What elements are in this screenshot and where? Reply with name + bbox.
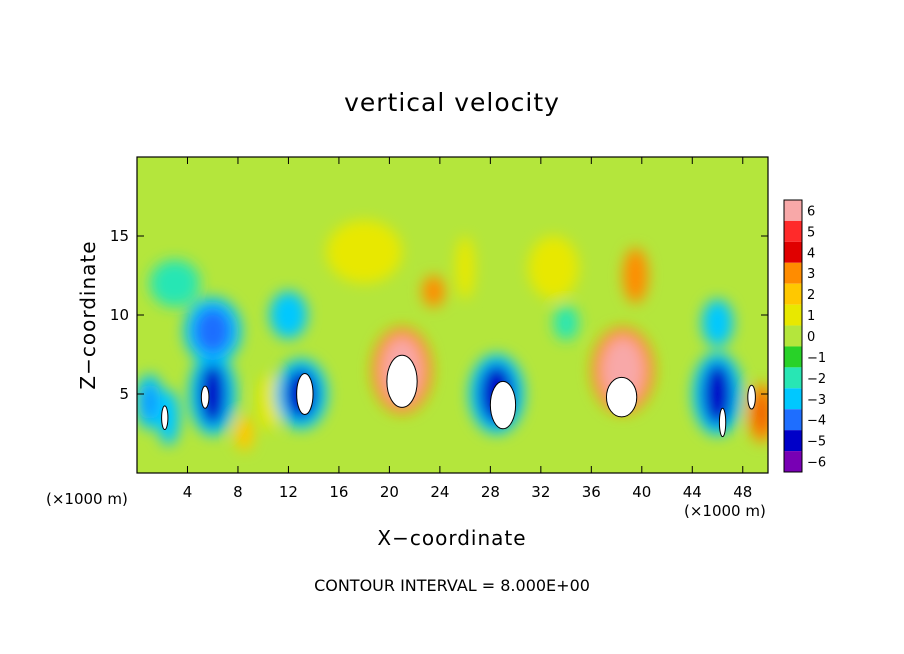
- heatmap-cell-15: [528, 236, 579, 300]
- x-tick-label-10: 44: [683, 483, 702, 501]
- x-tick-label-6: 28: [481, 483, 500, 501]
- heatmap-cell-20: [757, 393, 766, 433]
- heatmap-cell-19: [701, 299, 734, 347]
- colorbar-swatch-2: [784, 241, 802, 263]
- colorbar-label-2: 4: [807, 246, 815, 261]
- colorbar-swatch-7: [784, 346, 802, 368]
- x-unit-label-left: (×1000 m): [46, 490, 128, 508]
- contour-interval-note: CONTOUR INTERVAL = 8.000E+00: [314, 576, 590, 595]
- x-tick-label-9: 40: [632, 483, 651, 501]
- saturated-region-3: [386, 354, 418, 408]
- colorbar-label-3: 3: [807, 267, 815, 282]
- heatmap-cell-9: [326, 220, 403, 284]
- heatmap-cell-17: [622, 247, 649, 304]
- y-tick-label-0: 5: [119, 385, 129, 403]
- heatmap-cell-4: [149, 259, 201, 308]
- colorbar-label-12: −6: [807, 456, 826, 471]
- saturated-region-4: [489, 380, 517, 430]
- y-tick-label-1: 10: [110, 306, 129, 324]
- x-tick-label-2: 12: [279, 483, 298, 501]
- colorbar-label-6: 0: [807, 330, 815, 345]
- heatmap-cell-8: [269, 291, 308, 339]
- colorbar-label-0: 6: [807, 204, 815, 219]
- colorbar-label-8: −2: [807, 372, 826, 387]
- colorbar-label-11: −5: [807, 435, 826, 450]
- heatmap-cell-11: [422, 275, 445, 308]
- colorbar-label-5: 1: [807, 309, 815, 324]
- colorbar-swatch-1: [784, 220, 802, 242]
- heatmap-cell-18: [702, 362, 733, 426]
- colorbar-swatch-0: [784, 200, 802, 221]
- heatmap-cell-12: [455, 236, 475, 300]
- x-tick-label-0: 4: [183, 483, 193, 501]
- colorbar-label-1: 5: [807, 225, 815, 240]
- saturated-region-7: [747, 384, 756, 410]
- colorbar-swatch-5: [784, 304, 802, 326]
- x-tick-label-5: 24: [430, 483, 449, 501]
- heatmap-cell-3: [193, 307, 232, 355]
- y-tick-label-2: 15: [110, 227, 129, 245]
- chart-title: vertical velocity: [344, 88, 560, 117]
- heatmap-cell-5: [234, 416, 254, 451]
- colorbar-swatch-4: [784, 283, 802, 305]
- x-unit-label-right: (×1000 m): [684, 502, 766, 520]
- x-tick-label-7: 32: [531, 483, 550, 501]
- colorbar-frame: [783, 199, 803, 473]
- colorbar-label-10: −4: [807, 414, 826, 429]
- x-axis-label: X−coordinate: [377, 526, 527, 550]
- saturated-region-1: [161, 405, 169, 431]
- saturated-region-6: [718, 407, 727, 438]
- colorbar-swatch-12: [784, 451, 802, 472]
- saturated-region-5: [605, 376, 638, 418]
- x-tick-label-1: 8: [233, 483, 243, 501]
- colorbar-swatch-9: [784, 388, 802, 410]
- x-tick-label-11: 48: [733, 483, 752, 501]
- x-tick-label-4: 20: [380, 483, 399, 501]
- saturated-region-0: [200, 385, 210, 409]
- x-tick-label-3: 16: [329, 483, 348, 501]
- heatmap-cell-1: [157, 390, 180, 446]
- heatmap-cell-2: [198, 362, 227, 426]
- colorbar-label-7: −1: [807, 351, 826, 366]
- colorbar-label-4: 2: [807, 288, 815, 303]
- colorbar-swatch-8: [784, 367, 802, 389]
- colorbar-swatch-6: [784, 325, 802, 347]
- colorbar-swatch-10: [784, 409, 802, 431]
- colorbar-swatch-11: [784, 430, 802, 452]
- colorbar-swatch-3: [784, 262, 802, 284]
- heatmap-field: [137, 157, 768, 473]
- colorbar-label-9: −3: [807, 393, 826, 408]
- y-axis-label: Z−coordinate: [76, 240, 100, 390]
- saturated-region-2: [296, 372, 314, 416]
- x-tick-label-8: 36: [582, 483, 601, 501]
- heatmap-cell-0: [145, 384, 155, 420]
- heatmap-cell-14: [553, 305, 579, 341]
